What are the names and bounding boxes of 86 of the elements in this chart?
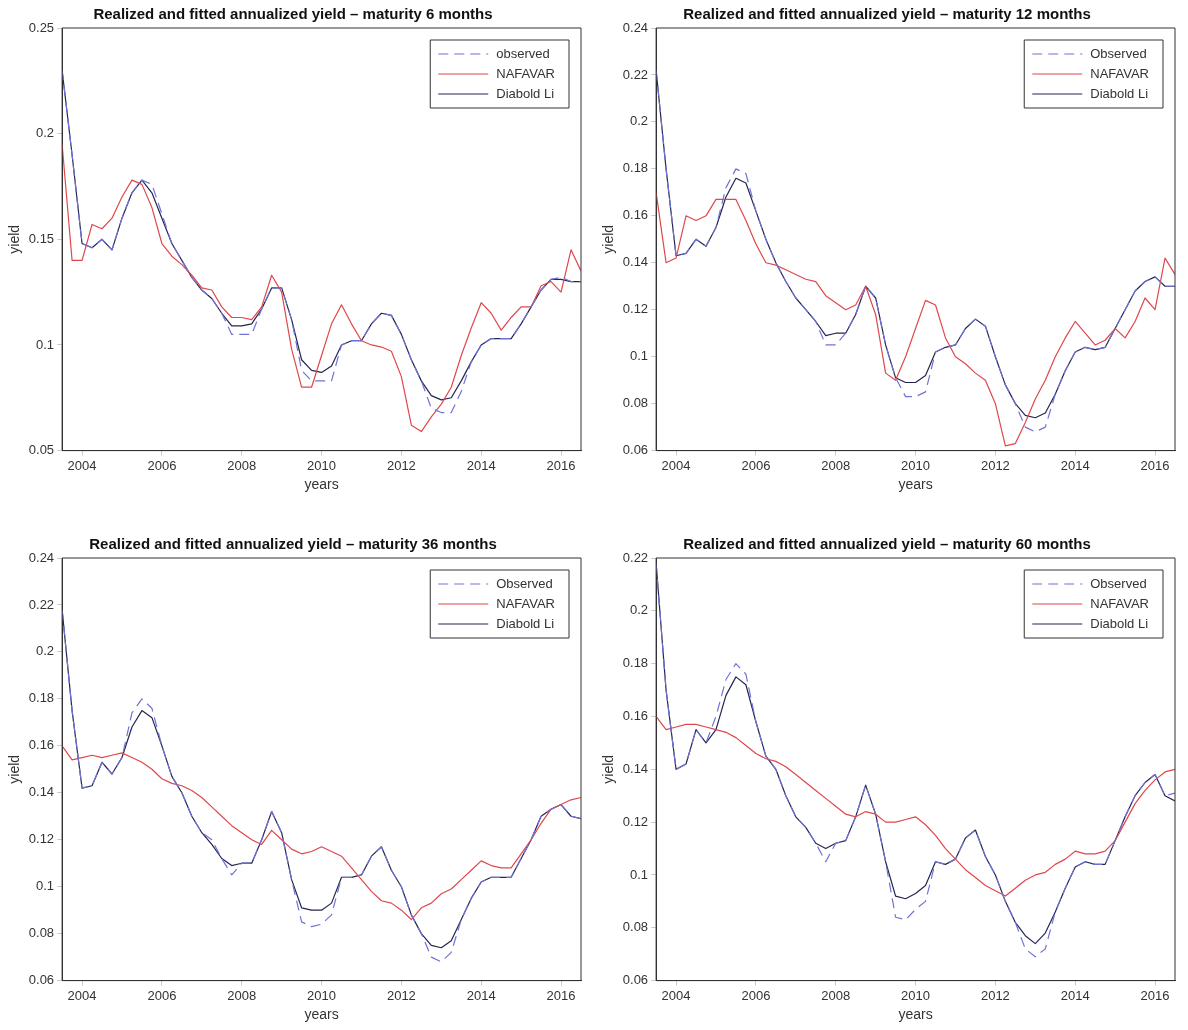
y-tick-label: 0.14 [622,254,649,270]
y-tick-label: 0.06 [622,442,649,458]
y-tick-label: 0.15 [28,230,55,246]
y-tick-label: 0.1 [630,348,649,364]
legend-label: Diabold Li [1090,615,1149,631]
x-tick-label: 2012 [386,987,416,1003]
legend-label: Observed [1090,575,1147,591]
legend-label: NAFAVAR [496,65,556,81]
x-tick-label: 2012 [980,987,1010,1003]
y-tick-label: 0.22 [622,549,649,565]
legend-label: observed [496,45,550,61]
y-tick-label: 0.14 [622,760,649,776]
y-tick-label: 0.24 [622,19,649,35]
chart-title: Realized and fitted annualized yield – maturity 60 months [683,535,1091,553]
y-tick-label: 0.08 [622,395,649,411]
y-tick-label: 0.18 [28,690,55,706]
x-tick-label: 2016 [1140,457,1170,473]
y-tick-label: 0.16 [622,708,649,724]
x-tick-label: 2010 [901,987,931,1003]
y-tick-label: 0.08 [28,925,55,941]
y-tick-label: 0.1 [36,878,55,894]
y-tick-label: 0.2 [36,125,55,141]
x-tick-label: 2014 [466,987,496,1003]
x-tick-label: 2008 [227,987,257,1003]
x-tick-label: 2016 [546,457,576,473]
y-axis-title: yield [600,224,617,254]
x-tick-label: 2006 [147,987,177,1003]
x-axis-title: years [304,1006,339,1023]
x-tick-label: 2008 [227,457,257,473]
x-tick-label: 2008 [821,987,851,1003]
x-tick-label: 2006 [741,457,771,473]
y-tick-label: 0.2 [36,643,55,659]
legend-label: Observed [496,575,553,591]
y-tick-label: 0.05 [28,442,55,458]
x-tick-label: 2014 [1060,457,1090,473]
x-tick-label: 2016 [1140,987,1170,1003]
legend-label: Diabold Li [496,615,555,631]
y-axis-title: yield [6,754,23,784]
x-tick-label: 2004 [661,457,691,473]
y-tick-label: 0.24 [28,549,55,565]
x-tick-label: 2014 [1060,987,1090,1003]
legend-label: NAFAVAR [496,595,556,611]
y-tick-label: 0.25 [28,19,55,35]
x-tick-label: 2008 [821,457,851,473]
y-tick-label: 0.12 [622,813,649,829]
y-tick-label: 0.1 [36,336,55,352]
chart-title: Realized and fitted annualized yield – maturity 12 months [683,5,1091,23]
x-tick-label: 2010 [307,987,337,1003]
y-tick-label: 0.06 [622,972,649,988]
legend-label: Diabold Li [496,85,555,101]
legend-label: NAFAVAR [1090,595,1150,611]
legend-label: Diabold Li [1090,85,1149,101]
y-tick-label: 0.18 [622,160,649,176]
x-tick-label: 2010 [307,457,337,473]
legend-label: NAFAVAR [1090,65,1150,81]
y-tick-label: 0.22 [622,66,649,82]
y-tick-label: 0.06 [28,972,55,988]
y-tick-label: 0.2 [630,602,649,618]
x-tick-label: 2006 [741,987,771,1003]
y-tick-label: 0.08 [622,919,649,935]
y-tick-label: 0.18 [622,655,649,671]
x-axis-title: years [898,476,933,493]
y-axis-title: yield [600,754,617,784]
y-axis-title: yield [6,224,23,254]
y-tick-label: 0.16 [622,207,649,223]
x-tick-label: 2004 [67,987,97,1003]
chart-title: Realized and fitted annualized yield – maturity 36 months [89,535,497,553]
y-tick-label: 0.14 [28,784,55,800]
x-tick-label: 2014 [466,457,496,473]
y-tick-label: 0.1 [630,866,649,882]
x-tick-label: 2012 [386,457,416,473]
x-tick-label: 2010 [901,457,931,473]
x-axis-title: years [898,1006,933,1023]
x-tick-label: 2006 [147,457,177,473]
y-tick-label: 0.2 [630,113,649,129]
chart-title: Realized and fitted annualized yield – maturity 6 months [93,5,493,23]
y-tick-label: 0.12 [28,831,55,847]
y-tick-label: 0.22 [28,596,55,612]
y-tick-label: 0.12 [622,301,649,317]
x-axis-title: years [304,476,339,493]
x-tick-label: 2004 [661,987,691,1003]
legend-label: Observed [1090,45,1147,61]
x-tick-label: 2012 [980,457,1010,473]
x-tick-label: 2004 [67,457,97,473]
y-tick-label: 0.16 [28,737,55,753]
x-tick-label: 2016 [546,987,576,1003]
